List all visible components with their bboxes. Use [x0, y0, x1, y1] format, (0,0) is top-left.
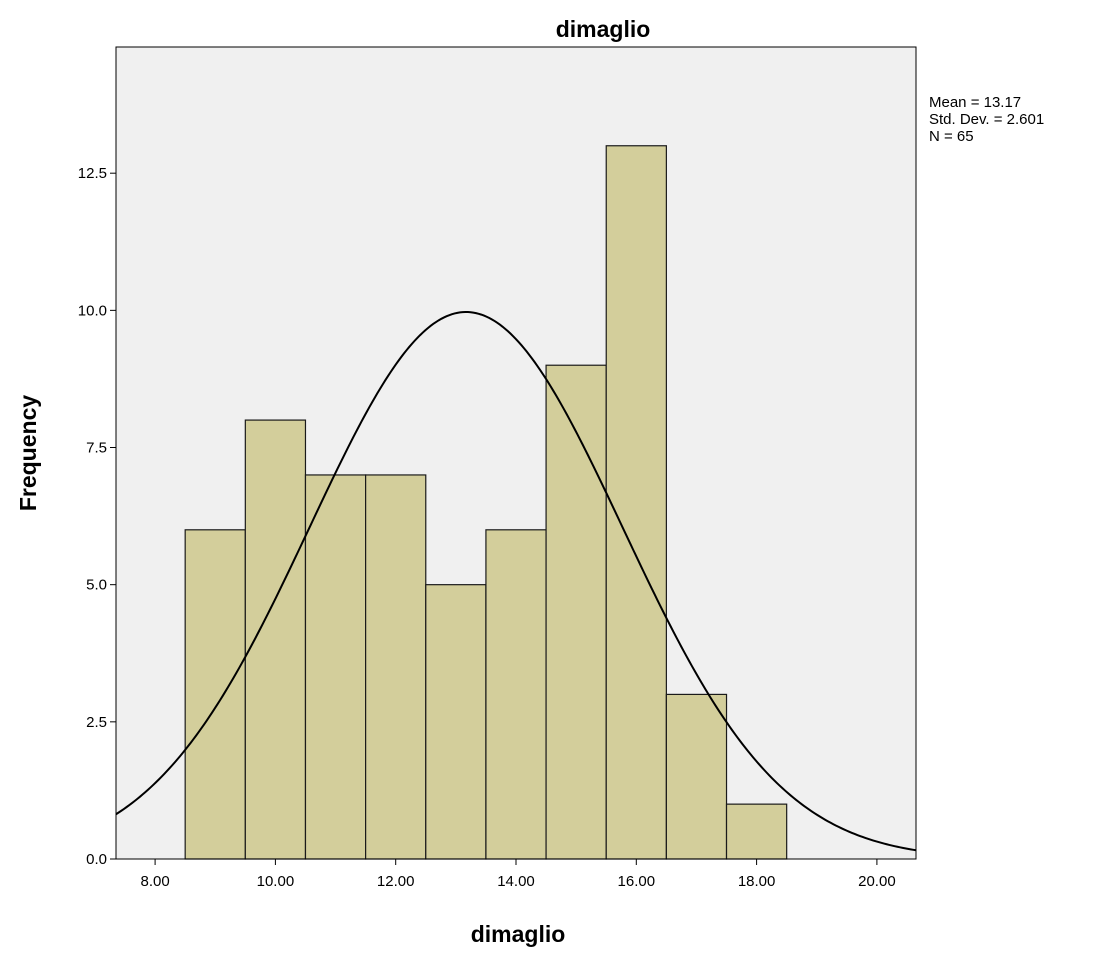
histogram-bar-3: [304, 474, 367, 860]
stats-box: Mean = 13.17 Std. Dev. = 2.601 N = 65: [929, 94, 1044, 145]
x-axis-ticks: 8.00 10.00 12.00 14.00 16.00 18.00 20.00: [140, 859, 896, 890]
histogram-bar-6: [485, 529, 547, 860]
histogram-bar-10: [725, 803, 788, 860]
x-tick-label: 16.00: [618, 873, 656, 890]
stats-n: N = 65: [929, 128, 974, 145]
y-tick-label: 7.5: [86, 440, 107, 457]
y-axis-title: Frequency: [15, 395, 41, 512]
x-tick-label: 8.00: [140, 873, 169, 890]
y-tick-label: 2.5: [86, 714, 107, 731]
y-tick-label: 5.0: [86, 577, 107, 594]
y-tick-label: 10.0: [78, 302, 107, 319]
histogram-bar-4: [365, 474, 427, 860]
y-tick-label: 0.0: [86, 851, 107, 868]
histogram-bar-5: [425, 584, 487, 860]
y-tick-label: 12.5: [78, 165, 107, 182]
x-tick-label: 14.00: [497, 873, 535, 890]
x-tick-label: 20.00: [858, 873, 896, 890]
histogram-bar-7: [545, 364, 607, 860]
x-axis-title: dimaglio: [471, 921, 566, 947]
stats-mean: Mean = 13.17: [929, 94, 1021, 111]
y-axis-ticks: 0.0 2.5 5.0 7.5 10.0 12.5: [78, 165, 116, 868]
histogram-bar-9: [665, 693, 728, 860]
normal-curve: [115, 311, 917, 852]
x-tick-label: 18.00: [738, 873, 776, 890]
histogram-bar-8: [605, 145, 667, 860]
x-tick-label: 10.00: [257, 873, 295, 890]
chart-title: dimaglio: [556, 16, 651, 42]
stats-std-dev: Std. Dev. = 2.601: [929, 111, 1044, 128]
x-tick-label: 12.00: [377, 873, 415, 890]
histogram-bars: [184, 145, 788, 860]
histogram-bar-1: [184, 529, 246, 860]
